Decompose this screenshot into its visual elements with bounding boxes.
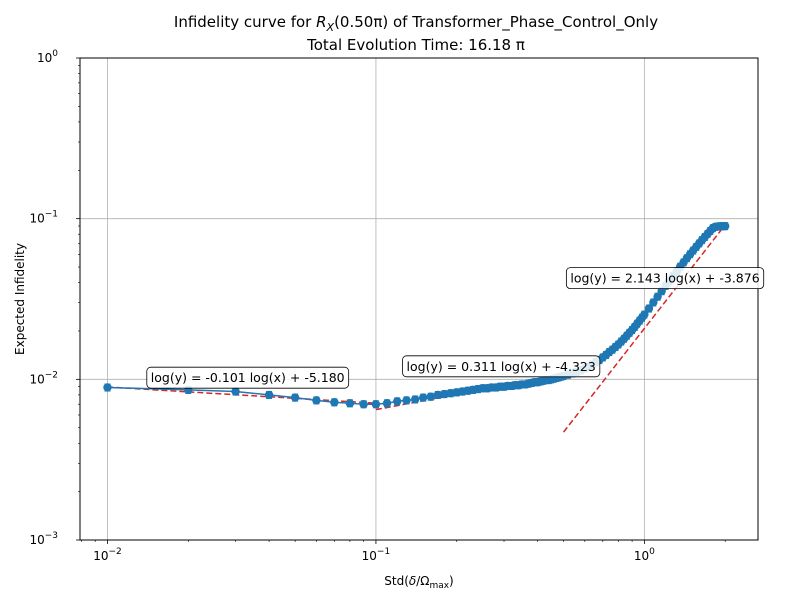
y-tick-label: 10−1	[29, 210, 58, 226]
x-tick-label: 10−2	[93, 547, 122, 563]
chart-subtitle: Total Evolution Time: 16.18 π	[306, 36, 525, 54]
data-point	[231, 387, 240, 396]
data-point	[402, 396, 411, 405]
chart-title: Infidelity curve for RX(0.50π) of Transf…	[174, 13, 658, 34]
data-point	[264, 390, 274, 400]
data-point	[433, 390, 442, 400]
data-point	[371, 400, 381, 409]
plot-frame	[79, 57, 759, 541]
x-tick-label: 100	[634, 547, 655, 563]
data-point	[720, 221, 730, 231]
annotation-text: log(y) = 2.143 log(x) + -3.876	[570, 271, 759, 286]
data-point	[359, 400, 368, 409]
data-point	[345, 399, 355, 408]
data-point	[103, 383, 112, 392]
axis-ticks: 10−2 10−1 100 10−3 10−2 10−1 100	[29, 49, 726, 563]
fit-annotation: log(y) = 0.311 log(x) + -4.323	[402, 355, 601, 378]
plot-area	[79, 57, 759, 541]
x-tick-label: 10−1	[362, 547, 391, 563]
annotation-text: log(y) = 0.311 log(x) + -4.323	[407, 359, 596, 374]
data-point	[392, 397, 402, 406]
data-point	[290, 393, 300, 402]
plot-background	[80, 58, 758, 540]
fit-annotations: log(y) = -0.101 log(x) + -5.180 log(y) = …	[146, 267, 765, 389]
data-point	[410, 395, 420, 404]
data-point	[440, 389, 449, 399]
fit-line	[562, 224, 726, 433]
fit-annotation: log(y) = 2.143 log(x) + -3.876	[565, 267, 765, 290]
data-point	[426, 392, 435, 401]
x-axis-label: Std(δ/Ωmax)	[384, 574, 453, 591]
y-axis-label: Expected Infidelity	[13, 243, 27, 355]
y-tick-label: 10−3	[29, 531, 58, 547]
annotation-box	[146, 366, 350, 389]
data-point	[330, 398, 339, 407]
y-tick-label: 100	[37, 49, 58, 65]
data-point	[419, 393, 428, 402]
fit-annotation: log(y) = -0.101 log(x) + -5.180	[146, 366, 350, 389]
annotation-text: log(y) = -0.101 log(x) + -5.180	[151, 370, 345, 385]
data-point	[312, 396, 321, 405]
annotation-box	[402, 355, 601, 378]
annotation-box	[565, 267, 765, 290]
data-point	[382, 399, 392, 408]
y-tick-label: 10−2	[29, 370, 58, 386]
